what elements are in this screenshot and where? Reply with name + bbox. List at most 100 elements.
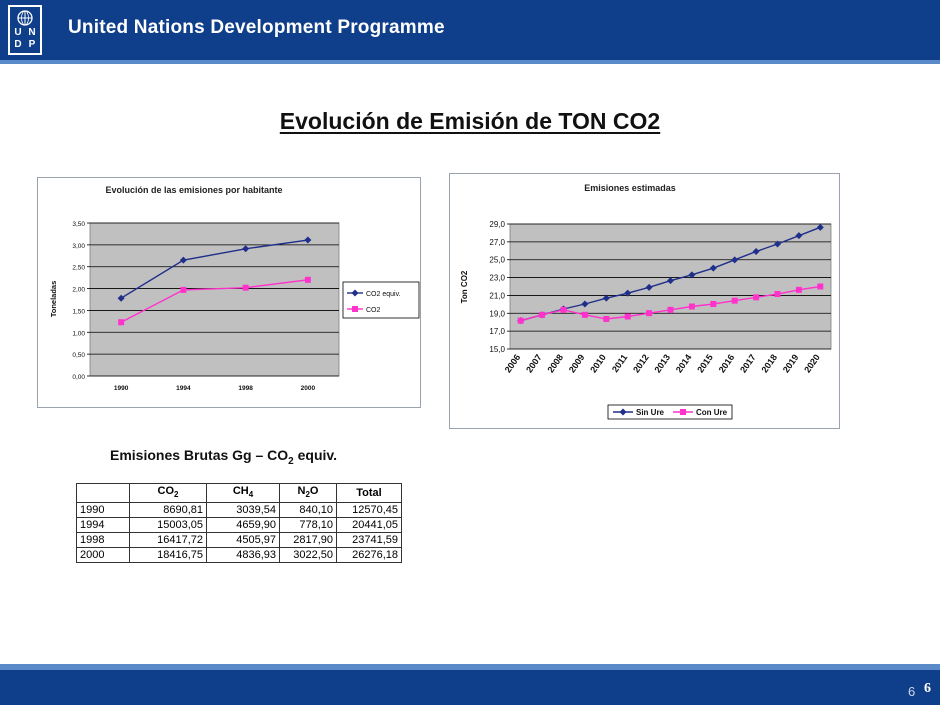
table-row: 1990 8690,81 3039,54 840,10 12570,45 (76, 502, 402, 519)
table-row: 1998 16417,72 4505,97 2817,90 23741,59 (76, 532, 402, 549)
y-tick-label: 2,50 (72, 265, 85, 272)
x-tick-label: 2015 (695, 352, 715, 374)
table-cell: 778,10 (279, 517, 337, 534)
plot-area (89, 222, 340, 377)
table-cell: 16417,72 (129, 532, 207, 549)
data-point (118, 319, 125, 326)
plot-area (509, 223, 832, 350)
undp-logo: U N D P (8, 5, 42, 55)
table-row: 2000 18416,75 4836,93 3022,50 26276,18 (76, 547, 402, 564)
header-accent-line (0, 60, 940, 64)
table-cell: 2000 (76, 547, 130, 564)
data-point (817, 283, 824, 290)
data-point (304, 276, 311, 283)
table-cell: 1998 (76, 532, 130, 549)
page-number-small: 6 (908, 684, 916, 699)
chart-emissions-per-capita: Evolución de las emisiones por habitante… (37, 177, 421, 408)
y-tick-label: 1,00 (72, 330, 85, 337)
y-tick-label: 1,50 (72, 308, 85, 315)
y-tick-label: 15,0 (489, 345, 505, 354)
table-cell: 4836,93 (206, 547, 280, 564)
x-tick-label: 2006 (503, 352, 523, 374)
data-point (603, 316, 610, 322)
footer-bar (0, 670, 940, 705)
table-header-ch4: CH4 (206, 482, 280, 504)
x-tick-label: 2018 (759, 352, 779, 374)
data-point (774, 291, 781, 297)
data-point (180, 286, 187, 293)
header-text: CH (232, 485, 249, 497)
y-tick-label: 29,0 (489, 220, 505, 229)
footer-accent-line (0, 664, 940, 670)
data-point (581, 300, 589, 308)
data-point (709, 264, 717, 272)
x-tick-label: 2011 (610, 352, 629, 374)
table-cell: 18416,75 (129, 547, 207, 564)
x-tick-label: 2016 (717, 352, 737, 374)
table-title-end: equiv. (293, 447, 338, 463)
data-point (602, 294, 610, 302)
table-cell: 1994 (76, 517, 130, 534)
data-point (731, 297, 738, 304)
table-title-main: Emisiones Brutas Gg – CO (110, 447, 289, 463)
header-text: Total (356, 487, 382, 500)
page-number: 6 (924, 681, 931, 696)
header-sub: 2 (174, 490, 179, 500)
y-axis-label: Ton CO2 (460, 270, 469, 303)
legend-label: Con Ure (696, 408, 728, 417)
data-point (117, 294, 125, 302)
logo-letter: D (14, 39, 22, 50)
x-tick-label: 2000 (301, 385, 316, 392)
table-header-co2: CO2 (129, 482, 207, 504)
table-title-sub: 2 (288, 455, 294, 467)
legend-label: Sin Ure (636, 408, 665, 417)
legend-marker (352, 306, 358, 312)
chart-title: Evolución de las emisiones por habitante (105, 185, 282, 195)
table-cell: 26276,18 (336, 547, 402, 564)
data-point (242, 245, 250, 253)
legend-marker (351, 289, 359, 297)
y-tick-label: 0,50 (72, 352, 85, 359)
y-axis-label: Toneladas (49, 281, 58, 318)
table-header-total: Total (336, 482, 402, 504)
y-tick-label: 27,0 (489, 238, 505, 247)
data-point (688, 303, 695, 310)
data-point (646, 310, 653, 317)
logo-letter: P (28, 39, 36, 50)
data-point (688, 271, 696, 279)
organization-name: United Nations Development Programme (68, 17, 445, 38)
data-point (179, 256, 187, 264)
series-line-0 (120, 239, 308, 299)
data-point (795, 232, 803, 240)
logo-letters: U N D P (11, 27, 39, 51)
header-bar: U N D P United Nations Development Progr… (0, 0, 940, 60)
table-cell: 4659,90 (206, 517, 280, 534)
chart-title: Emisiones estimadas (584, 183, 676, 193)
data-point (816, 223, 824, 231)
data-point (624, 313, 631, 320)
table-cell: 840,10 (279, 502, 337, 519)
x-tick-label: 1998 (238, 385, 253, 392)
y-tick-label: 0,00 (72, 374, 85, 381)
y-tick-label: 3,00 (72, 243, 85, 250)
data-point (242, 284, 249, 291)
slide-title: Evolución de Emisión de TON CO2 (0, 108, 940, 135)
x-tick-label: 2009 (567, 352, 587, 374)
y-tick-label: 17,0 (489, 327, 505, 336)
data-point (560, 306, 567, 313)
data-point (667, 277, 674, 285)
x-tick-label: 2019 (781, 352, 801, 374)
x-tick-label: 2010 (588, 352, 608, 374)
x-tick-label: 2007 (524, 352, 544, 374)
y-tick-label: 25,0 (489, 256, 505, 265)
data-point (539, 311, 546, 318)
legend-box (342, 281, 420, 319)
x-tick-label: 2008 (545, 352, 565, 374)
table-header-row: CO2 CH4 N2O Total (76, 482, 402, 504)
table-title: Emisiones Brutas Gg – CO2 equiv. (110, 447, 337, 467)
legend-box (607, 404, 733, 420)
data-point (710, 301, 717, 307)
chart-emissions-per-capita-svg: Evolución de las emisiones por habitante… (49, 185, 420, 392)
table-cell: 1990 (76, 502, 130, 519)
x-tick-label: 2017 (738, 352, 758, 374)
